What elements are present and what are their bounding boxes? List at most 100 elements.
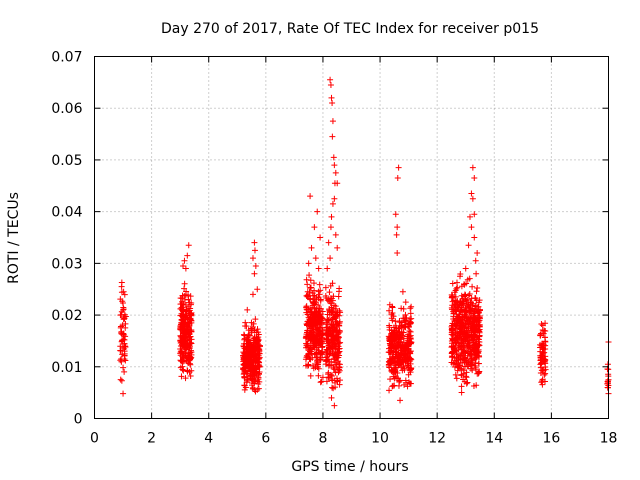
data-point: [398, 319, 405, 326]
data-point: [245, 353, 252, 360]
data-point: [468, 331, 475, 338]
data-point: [456, 320, 463, 327]
data-point: [248, 319, 255, 326]
data-point: [458, 389, 465, 396]
data-point: [307, 277, 314, 284]
data-point: [177, 301, 184, 308]
data-point: [331, 195, 338, 202]
data-point: [449, 328, 456, 335]
data-point: [541, 378, 548, 385]
data-point: [318, 378, 325, 385]
data-point: [118, 283, 125, 290]
data-point: [188, 300, 195, 307]
data-point: [394, 224, 401, 231]
data-point: [329, 118, 336, 125]
data-point: [386, 301, 393, 308]
data-point: [466, 306, 473, 313]
data-point: [472, 364, 479, 371]
data-point: [255, 359, 262, 366]
data-point: [240, 365, 247, 372]
data-point: [471, 211, 478, 218]
y-tick-label: 0: [74, 412, 83, 428]
data-point: [457, 308, 464, 315]
data-point: [182, 375, 189, 382]
data-point: [393, 328, 400, 335]
data-point: [186, 307, 193, 314]
data-point: [328, 394, 335, 401]
data-point: [454, 284, 461, 291]
data-point: [308, 244, 315, 251]
data-point: [458, 283, 465, 290]
data-point: [326, 289, 333, 296]
data-point: [316, 356, 323, 363]
data-point: [240, 355, 247, 362]
data-point: [317, 234, 324, 241]
data-point: [179, 366, 186, 373]
data-point: [330, 321, 337, 328]
data-point: [177, 321, 184, 328]
data-point: [317, 350, 324, 357]
data-point: [467, 308, 474, 315]
data-point: [462, 373, 469, 380]
data-point: [474, 250, 481, 257]
data-point: [185, 242, 192, 249]
data-point: [404, 383, 411, 390]
data-point: [467, 315, 474, 322]
data-point: [326, 298, 333, 305]
data-point: [251, 239, 258, 246]
data-point: [120, 364, 127, 371]
data-point: [328, 213, 335, 220]
data-point: [387, 360, 394, 367]
data-point: [469, 283, 476, 290]
data-point: [310, 342, 317, 349]
data-point: [304, 292, 311, 299]
data-point: [179, 334, 186, 341]
data-point: [314, 208, 321, 215]
data-point: [331, 355, 338, 362]
data-point: [465, 303, 472, 310]
data-point: [247, 358, 254, 365]
data-point: [392, 365, 399, 372]
data-point: [177, 357, 184, 364]
data-point: [452, 371, 459, 378]
data-point: [403, 346, 410, 353]
y-tick-label: 0.05: [51, 153, 82, 169]
data-point: [256, 363, 263, 370]
data-point: [458, 349, 465, 356]
data-point: [397, 358, 404, 365]
data-point: [450, 337, 457, 344]
data-point: [457, 273, 464, 280]
y-tick-labels: 0 0.01 0.02 0.03 0.04 0.05 0.06 0.07: [51, 50, 82, 428]
data-point: [469, 367, 476, 374]
data-point: [464, 347, 471, 354]
data-point: [311, 224, 318, 231]
data-point: [117, 296, 124, 303]
data-point: [471, 305, 478, 312]
data-point: [539, 367, 546, 374]
data-point: [474, 329, 481, 336]
data-point: [448, 350, 455, 357]
data-point: [334, 180, 341, 187]
data-point: [182, 352, 189, 359]
data-point: [471, 234, 478, 241]
data-point: [178, 310, 185, 317]
data-point: [336, 364, 343, 371]
data-point: [469, 357, 476, 364]
data-point: [310, 365, 317, 372]
data-point: [407, 320, 414, 327]
data-point: [330, 364, 337, 371]
data-point: [187, 293, 194, 300]
data-point: [476, 314, 483, 321]
data-point: [453, 375, 460, 382]
data-point: [538, 379, 545, 386]
data-point: [393, 231, 400, 238]
data-point: [330, 311, 337, 318]
data-point: [392, 211, 399, 218]
data-point: [245, 336, 252, 343]
y-tick-label: 0.07: [51, 50, 82, 66]
data-point: [395, 335, 402, 342]
data-point: [333, 330, 340, 337]
data-point: [181, 296, 188, 303]
data-point: [178, 373, 185, 380]
y-axis-title: ROTI / TECUs: [6, 192, 22, 284]
